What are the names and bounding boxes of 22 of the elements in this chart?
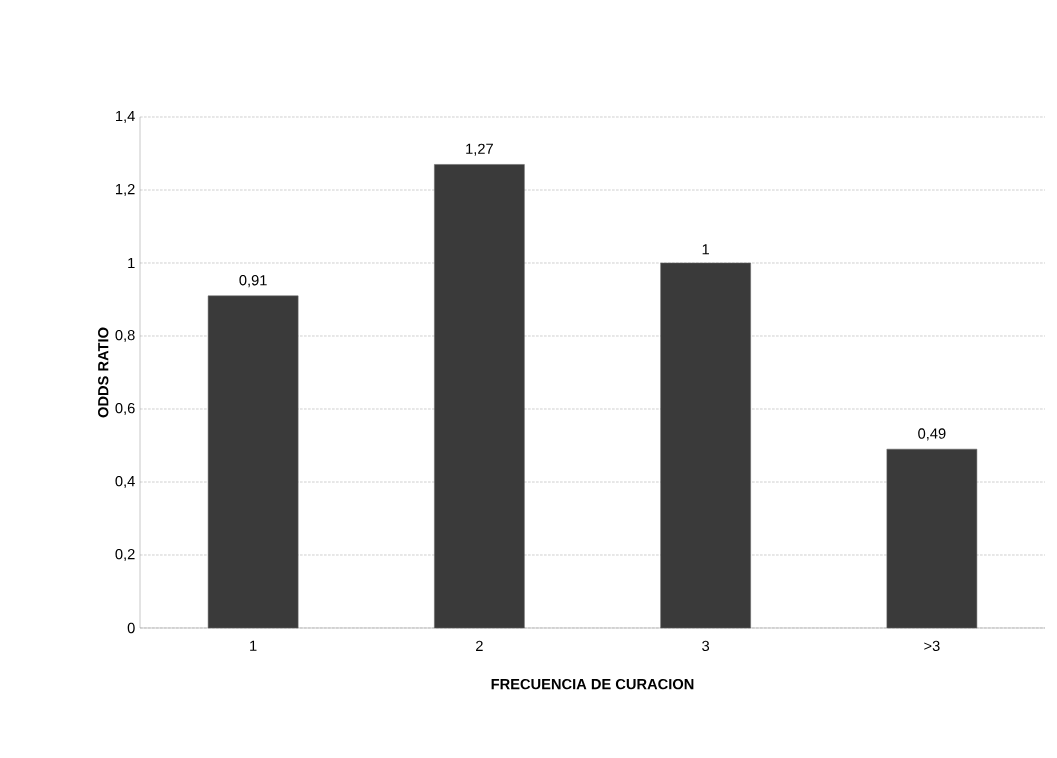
x-tick-label: 2	[476, 640, 483, 651]
y-tick-label: 1,4	[116, 111, 135, 123]
y-tick-label: 1,2	[116, 183, 135, 197]
y-tick-label: 0	[127, 622, 135, 634]
data-label: 0,91	[239, 275, 267, 288]
bar	[434, 164, 525, 629]
bar	[886, 448, 978, 629]
y-tick-label: 0,6	[115, 402, 135, 416]
bar	[660, 262, 751, 629]
data-label: 1,27	[466, 143, 493, 156]
x-tick-label: >3	[924, 640, 940, 652]
data-label: 1	[702, 244, 709, 255]
x-axis-title: FRECUENCIA DE CURACION	[491, 678, 694, 690]
x-tick-label: 3	[702, 640, 710, 652]
y-axis-title: ODDS RATIO	[98, 327, 109, 418]
y-tick-label: 0,2	[115, 548, 135, 562]
y-tick-label: 0,8	[115, 329, 135, 343]
data-label: 0,49	[918, 428, 946, 441]
bar	[207, 295, 299, 629]
y-tick-label: 1	[128, 257, 135, 269]
y-tick-label: 0,4	[115, 475, 135, 489]
x-tick-label: 1	[250, 640, 257, 651]
